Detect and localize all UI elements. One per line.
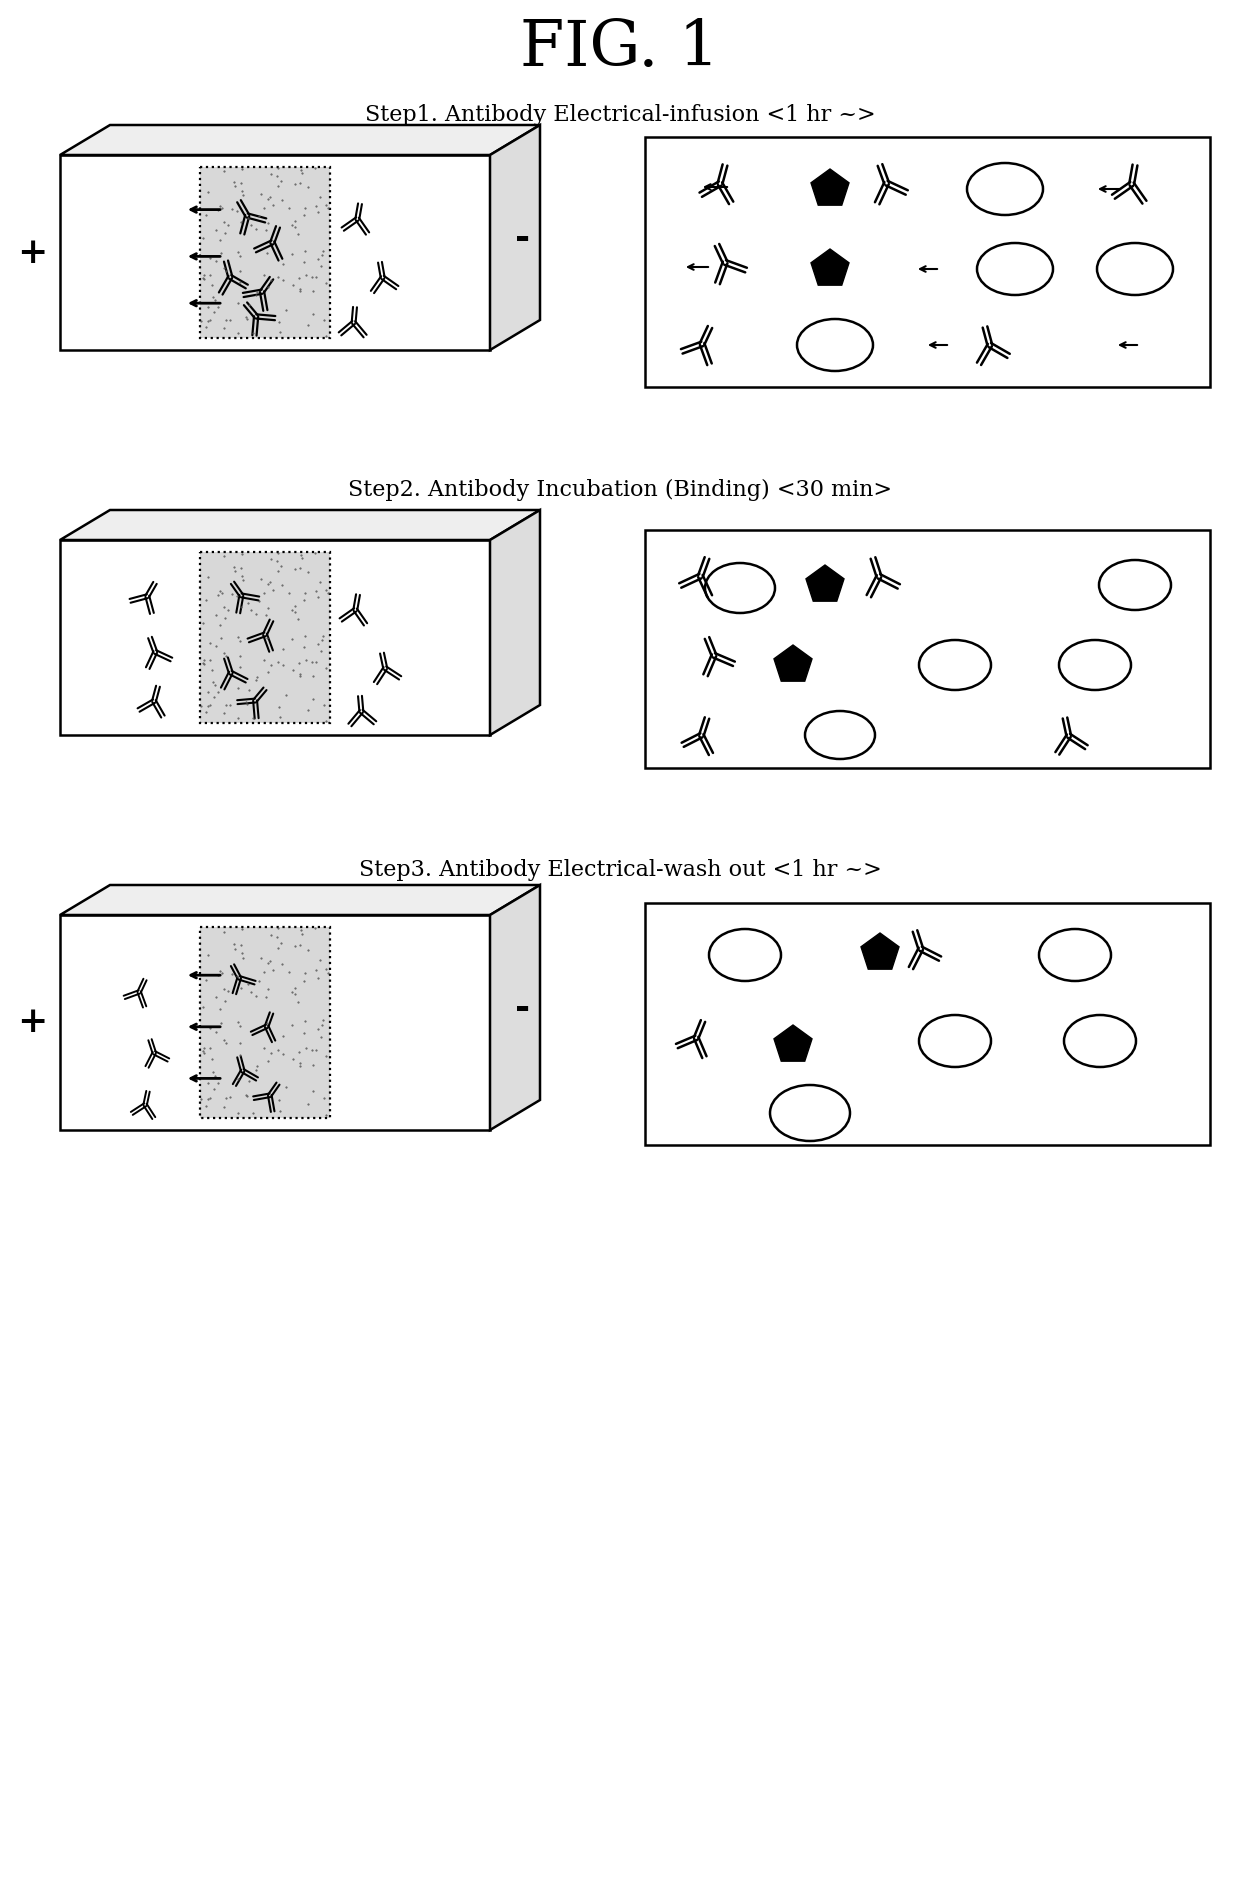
Polygon shape bbox=[645, 137, 1210, 387]
Polygon shape bbox=[774, 644, 812, 682]
Polygon shape bbox=[861, 934, 899, 970]
Text: Step2. Antibody Incubation (Binding) <30 min>: Step2. Antibody Incubation (Binding) <30… bbox=[348, 479, 892, 502]
Polygon shape bbox=[200, 552, 330, 723]
Polygon shape bbox=[60, 885, 539, 915]
Polygon shape bbox=[200, 167, 330, 338]
Polygon shape bbox=[60, 509, 539, 539]
Polygon shape bbox=[645, 904, 1210, 1144]
Polygon shape bbox=[60, 154, 490, 349]
Polygon shape bbox=[811, 250, 849, 286]
Polygon shape bbox=[806, 566, 844, 601]
Polygon shape bbox=[200, 926, 330, 1118]
Polygon shape bbox=[60, 539, 490, 735]
Text: -: - bbox=[516, 990, 531, 1024]
Text: +: + bbox=[17, 1005, 47, 1039]
Text: -: - bbox=[516, 220, 531, 254]
Text: Step3. Antibody Electrical-wash out <1 hr ~>: Step3. Antibody Electrical-wash out <1 h… bbox=[358, 859, 882, 881]
Polygon shape bbox=[811, 169, 849, 205]
Polygon shape bbox=[645, 530, 1210, 769]
Text: Step1. Antibody Electrical-infusion <1 hr ~>: Step1. Antibody Electrical-infusion <1 h… bbox=[365, 103, 875, 126]
Polygon shape bbox=[490, 126, 539, 349]
Polygon shape bbox=[490, 885, 539, 1129]
Polygon shape bbox=[490, 509, 539, 735]
Polygon shape bbox=[60, 126, 539, 154]
Text: FIG. 1: FIG. 1 bbox=[521, 17, 719, 79]
Polygon shape bbox=[60, 915, 490, 1129]
Polygon shape bbox=[774, 1026, 812, 1062]
Text: +: + bbox=[17, 235, 47, 269]
